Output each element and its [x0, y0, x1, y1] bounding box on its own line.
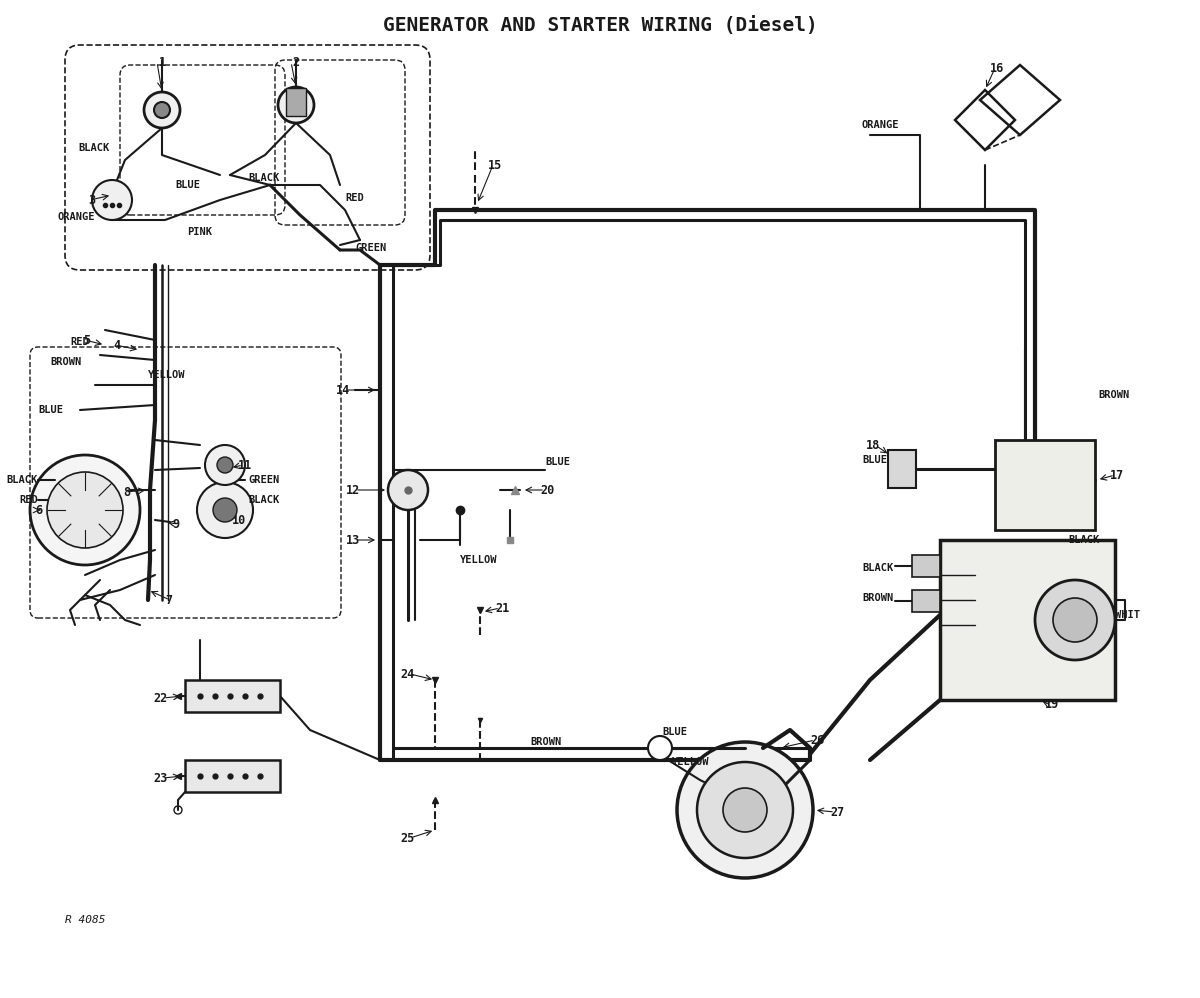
Text: 18: 18 [865, 438, 880, 451]
Text: BLACK: BLACK [248, 495, 280, 505]
Text: BLACK: BLACK [1068, 535, 1099, 545]
Text: BLACK: BLACK [862, 563, 893, 573]
Text: 9: 9 [172, 518, 179, 531]
Circle shape [388, 470, 428, 510]
Circle shape [722, 788, 767, 832]
Bar [912, 555, 940, 577]
Circle shape [47, 472, 124, 548]
Text: 24: 24 [401, 668, 415, 681]
Text: YELLOW: YELLOW [148, 370, 186, 380]
Text: R 4085: R 4085 [65, 915, 106, 925]
Circle shape [677, 742, 814, 878]
Circle shape [288, 97, 304, 113]
Text: 10: 10 [232, 514, 246, 527]
Bar [995, 440, 1096, 530]
Text: 12: 12 [346, 483, 360, 496]
Text: BLUE: BLUE [175, 180, 200, 190]
Text: 4: 4 [113, 338, 120, 351]
Circle shape [278, 87, 314, 123]
Bar [185, 680, 280, 712]
Circle shape [214, 498, 238, 522]
Text: 16: 16 [990, 62, 1004, 75]
Text: RED: RED [19, 495, 38, 505]
Text: 13: 13 [346, 534, 360, 547]
Text: PINK: PINK [187, 227, 212, 237]
Text: 22: 22 [154, 692, 168, 705]
Text: 25: 25 [401, 831, 415, 844]
Text: 14: 14 [336, 383, 350, 396]
Text: 23: 23 [154, 771, 168, 784]
Text: BLUE: BLUE [662, 727, 686, 737]
Circle shape [648, 736, 672, 760]
Text: 7: 7 [166, 594, 172, 607]
Text: GREEN: GREEN [248, 475, 280, 485]
Bar [185, 760, 280, 792]
Circle shape [697, 762, 793, 858]
Circle shape [154, 102, 170, 118]
Text: BROWN: BROWN [862, 593, 893, 603]
Text: RED: RED [70, 337, 89, 347]
Text: 5: 5 [83, 333, 90, 346]
Text: ORANGE: ORANGE [862, 120, 900, 130]
Text: 3: 3 [88, 194, 95, 207]
Text: BLACK: BLACK [7, 475, 38, 485]
Circle shape [205, 445, 245, 485]
Text: 11: 11 [238, 458, 252, 471]
Text: BLACK: BLACK [79, 143, 110, 153]
Circle shape [217, 457, 233, 473]
Text: 1: 1 [158, 56, 166, 69]
Text: RED: RED [346, 193, 364, 203]
Text: 17: 17 [1110, 468, 1124, 481]
Text: 27: 27 [830, 805, 845, 818]
Text: BROWN: BROWN [50, 357, 82, 367]
Text: BLUE: BLUE [38, 405, 64, 415]
Bar [888, 450, 916, 488]
Text: BROWN: BROWN [1098, 390, 1129, 400]
Bar [286, 88, 306, 116]
Circle shape [1054, 598, 1097, 642]
Text: GENERATOR AND STARTER WIRING (Diesel): GENERATOR AND STARTER WIRING (Diesel) [383, 16, 817, 35]
Text: YELLOW: YELLOW [672, 757, 709, 767]
Circle shape [1034, 580, 1115, 660]
Text: 20: 20 [540, 483, 554, 496]
Text: BLACK: BLACK [248, 173, 280, 183]
Text: BLUE: BLUE [862, 455, 887, 465]
Text: BLUE: BLUE [545, 457, 570, 467]
Text: 19: 19 [1045, 699, 1060, 712]
Text: ORANGE: ORANGE [58, 212, 96, 222]
Text: 21: 21 [496, 602, 509, 615]
Text: 26: 26 [810, 734, 824, 747]
Circle shape [144, 92, 180, 128]
Circle shape [30, 455, 140, 565]
Text: GREEN: GREEN [355, 243, 386, 253]
Text: WHIT: WHIT [1115, 610, 1140, 620]
Text: BROWN: BROWN [530, 737, 562, 747]
Circle shape [197, 482, 253, 538]
Bar [940, 540, 1115, 700]
Text: 15: 15 [488, 159, 503, 172]
Text: 8: 8 [122, 485, 130, 498]
Text: 6: 6 [35, 504, 42, 517]
Text: 2: 2 [293, 56, 300, 69]
Circle shape [92, 180, 132, 220]
Text: YELLOW: YELLOW [460, 555, 498, 565]
Bar [912, 590, 940, 612]
